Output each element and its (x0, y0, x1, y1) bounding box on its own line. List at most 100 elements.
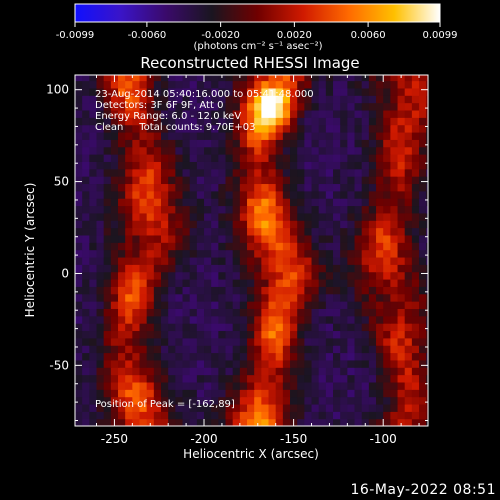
heatmap-cell (247, 146, 255, 155)
heatmap-cell (361, 293, 370, 302)
heatmap-cell (139, 396, 148, 405)
heatmap-cell (196, 109, 205, 118)
heatmap-cell (354, 95, 363, 104)
heatmap-cell (139, 359, 148, 368)
heatmap-cell (125, 418, 133, 426)
heatmap-cell (175, 345, 184, 354)
heatmap-cell (232, 418, 241, 426)
heatmap-cell (146, 374, 155, 383)
heatmap-cell (297, 198, 305, 207)
heatmap-cell (175, 161, 184, 170)
heatmap-cell (390, 146, 399, 155)
heatmap-cell (304, 411, 313, 420)
heatmap-cell (404, 396, 413, 405)
heatmap-cell (411, 234, 420, 243)
heatmap-cell (153, 234, 162, 243)
heatmap-cell (304, 95, 313, 104)
heatmap-cell (232, 330, 241, 339)
heatmap-cell (325, 271, 334, 280)
heatmap-cell (325, 352, 334, 361)
heatmap-cell (354, 227, 363, 236)
heatmap-cell (397, 154, 406, 162)
heatmap-cell (189, 168, 198, 177)
heatmap-cell (168, 198, 176, 207)
heatmap-cell (110, 131, 119, 140)
heatmap-cell (196, 271, 205, 280)
heatmap-cell (340, 308, 348, 317)
heatmap-cell (419, 271, 427, 280)
heatmap-cell (325, 146, 334, 155)
heatmap-cell (354, 205, 363, 214)
heatmap-cell (175, 95, 184, 104)
heatmap-cell (297, 109, 305, 118)
heatmap-cell (290, 337, 298, 346)
heatmap-cell (175, 80, 184, 89)
heatmap-cell (282, 381, 291, 390)
heatmap-cell (89, 205, 98, 214)
heatmap-cell (361, 381, 370, 390)
heatmap-cell (103, 411, 112, 420)
heatmap-cell (175, 234, 184, 243)
heatmap-cell (204, 154, 212, 162)
heatmap-cell (75, 389, 83, 398)
heatmap-cell (189, 109, 198, 118)
heatmap-cell (282, 168, 291, 177)
heatmap-cell (368, 168, 377, 177)
heatmap-cell (383, 102, 391, 111)
heatmap-cell (318, 168, 327, 177)
heatmap-cell (239, 212, 248, 221)
heatmap-cell (168, 264, 176, 273)
heatmap-cell (110, 102, 119, 111)
heatmap-cell (390, 154, 399, 162)
heatmap-cell (103, 264, 112, 273)
heatmap-cell (204, 198, 212, 207)
heatmap-cell (125, 87, 133, 96)
heatmap-cell (390, 374, 399, 383)
heatmap-cell (175, 374, 184, 383)
heatmap-cell (161, 396, 169, 405)
heatmap-cell (333, 330, 341, 339)
heatmap-cell (247, 242, 255, 251)
heatmap-cell (333, 359, 341, 368)
heatmap-cell (340, 75, 348, 82)
heatmap-cell (232, 323, 241, 332)
heatmap-cell (290, 198, 298, 207)
heatmap-cell (297, 249, 305, 258)
heatmap-cell (189, 154, 198, 162)
heatmap-cell (268, 418, 277, 426)
heatmap-cell (103, 381, 112, 390)
heatmap-cell (368, 374, 377, 383)
heatmap-cell (225, 176, 234, 185)
heatmap-cell (411, 80, 420, 89)
heatmap-cell (103, 330, 112, 339)
heatmap-cell (311, 264, 320, 273)
heatmap-cell (311, 323, 320, 332)
heatmap-cell (146, 278, 155, 287)
heatmap-cell (247, 220, 255, 229)
heatmap-cell (189, 374, 198, 383)
heatmap-cell (239, 124, 248, 133)
heatmap-cell (376, 109, 384, 118)
heatmap-cell (146, 242, 155, 251)
heatmap-cell (347, 190, 356, 199)
heatmap-cell (254, 124, 262, 133)
heatmap-cell (304, 308, 313, 317)
heatmap-cell (340, 242, 348, 251)
heatmap-cell (196, 256, 205, 265)
heatmap-cell (333, 403, 341, 412)
heatmap-cell (368, 367, 377, 376)
heatmap-cell (175, 75, 184, 82)
heatmap-cell (125, 176, 133, 185)
heatmap-cell (254, 80, 262, 89)
heatmap-cell (325, 381, 334, 390)
heatmap-cell (196, 323, 205, 332)
heatmap-cell (404, 124, 413, 133)
heatmap-cell (404, 337, 413, 346)
heatmap-cell (132, 198, 141, 207)
heatmap-cell (254, 403, 262, 412)
heatmap-cell (96, 286, 105, 295)
heatmap-cell (297, 278, 305, 287)
heatmap-cell (82, 323, 90, 332)
heatmap-cell (132, 286, 141, 295)
heatmap-cell (239, 389, 248, 398)
